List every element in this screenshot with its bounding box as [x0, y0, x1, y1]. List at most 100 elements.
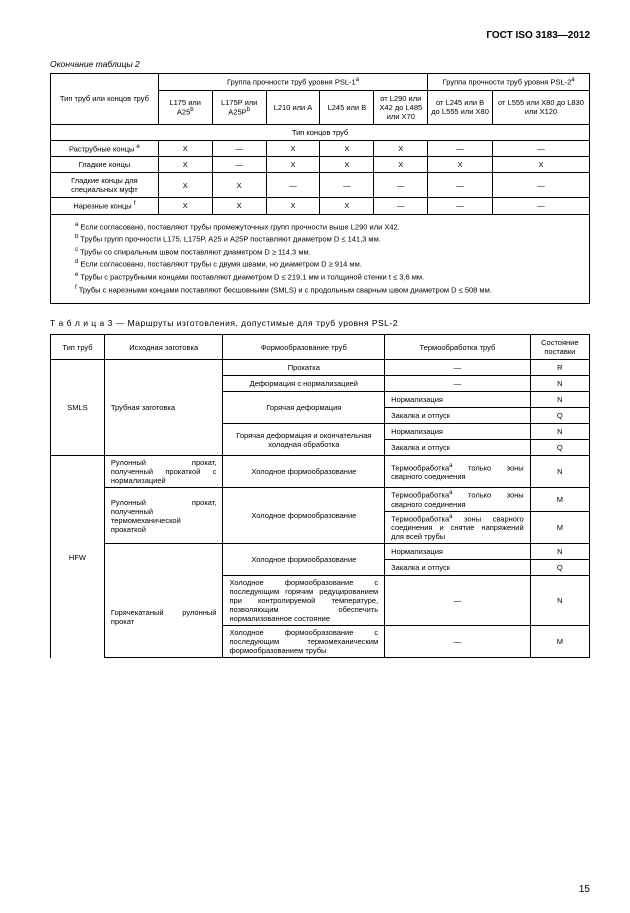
t2-row-label: Нарезные концы f	[51, 198, 159, 215]
t3-hfw-h3: Нормализация	[385, 544, 531, 560]
t3-hfw-b1: Рулонный прокат, полученный термомеханич…	[104, 488, 223, 544]
t2-cell: —	[374, 173, 428, 198]
t2-cell: —	[428, 173, 493, 198]
t2-cell: —	[320, 173, 374, 198]
t2-h-psl2: Группа прочности труб уровня PSL-2a	[428, 74, 590, 91]
t3-hfw-s2: M	[530, 511, 589, 544]
t3-hfw-s0: N	[530, 456, 589, 488]
t2-c4: L245 или B	[320, 90, 374, 124]
sup-b1: b	[190, 107, 193, 113]
t3-r2-f: Горячая деформация	[223, 392, 385, 424]
t3-hfw-s4: Q	[530, 560, 589, 576]
t3-r3-s: Q	[530, 408, 589, 424]
t3-r5-s: Q	[530, 440, 589, 456]
t2-cell: X	[266, 157, 320, 173]
t3-hfw-f5: Холодное формообразование с последующим …	[223, 576, 385, 626]
t3-hfw-h1: Термообработкаa только зоны сварного сое…	[385, 488, 531, 512]
t2-c3: L210 или A	[266, 90, 320, 124]
t2-cell: —	[492, 140, 589, 157]
t2-cell: X	[158, 140, 212, 157]
t3-r1-s: N	[530, 376, 589, 392]
t3-r2-s: N	[530, 392, 589, 408]
t2-cell: —	[212, 140, 266, 157]
t3-hfw-h2c: Термообработкаa зоны сварного соединения…	[385, 511, 531, 544]
t2-cell: X	[320, 157, 374, 173]
t3-h3: Термообработка труб	[385, 335, 531, 360]
t2-cell: X	[492, 157, 589, 173]
sup-a: a	[356, 77, 359, 83]
document-page: ГОСТ ISO 3183—2012 Окончание таблицы 2 Т…	[0, 0, 630, 913]
table-2: Тип труб или концов труб Группа прочност…	[50, 73, 590, 304]
t2-h-psl2-txt: Группа прочности труб уровня PSL-2	[443, 78, 572, 87]
t2-cell: —	[374, 198, 428, 215]
t3-smls-blank: Трубная заготовка	[104, 360, 223, 456]
t2-cell: X	[266, 140, 320, 157]
t2-cell: X	[374, 157, 428, 173]
t2-cell: —	[492, 173, 589, 198]
t3-r2-h: Нормализация	[385, 392, 531, 408]
t3-h2: Формообразование труб	[223, 335, 385, 360]
t3-hfw-h0: Термообработкаa только зоны сварного сое…	[385, 456, 531, 488]
t2-cell: X	[212, 198, 266, 215]
t3-hfw-s1: M	[530, 488, 589, 512]
t2-cell: —	[266, 173, 320, 198]
t2-c2t: L175P или A25P	[221, 98, 257, 117]
t3-r4-f: Горячая деформация и окончательная холод…	[223, 424, 385, 456]
t3-r3-h: Закалка и отпуск	[385, 408, 531, 424]
t3-hfw-s6: M	[530, 626, 589, 658]
t3-r0-h: —	[385, 360, 531, 376]
t2-cell: —	[428, 140, 493, 157]
t3-hfw-f0: Холодное формообразование	[223, 456, 385, 488]
t3-h4: Состояние поставки	[530, 335, 589, 360]
hfw-h0a: Термообработка	[391, 463, 449, 472]
t2-c1t: L175 или A25	[169, 98, 201, 117]
t2-cell: X	[428, 157, 493, 173]
t2-cell: X	[374, 140, 428, 157]
t2-notes: a Если согласовано, поставляют трубы про…	[51, 214, 590, 304]
t3-r1-h: —	[385, 376, 531, 392]
table2-caption: Окончание таблицы 2	[50, 59, 590, 69]
t3-hfw-h5: —	[385, 576, 531, 626]
t2-cell: X	[158, 173, 212, 198]
t2-h-psl1: Группа прочности труб уровня PSL-1a	[158, 74, 427, 91]
t2-row-label: Гладкие концы для специальных муфт	[51, 173, 159, 198]
t3-hfw-b5: Горячекатаный рулонный прокат	[104, 576, 223, 658]
t2-h-type: Тип труб или концов труб	[51, 74, 159, 125]
t3-r0-f: Прокатка	[223, 360, 385, 376]
t3-r5-h: Закалка и отпуск	[385, 440, 531, 456]
table3-title: Т а б л и ц а 3 — Маршруты изготовления,…	[50, 318, 590, 328]
t3-hfw-b0: Рулонный прокат, полученный прокаткой с …	[104, 456, 223, 488]
t2-row-label: Гладкие концы	[51, 157, 159, 173]
t2-cell: —	[212, 157, 266, 173]
table-3: Тип труб Исходная заготовка Формообразов…	[50, 334, 590, 658]
t3-hfw-f3: Холодное формообразование	[223, 544, 385, 576]
t2-c2: L175P или A25Pb	[212, 90, 266, 124]
doc-header: ГОСТ ISO 3183—2012	[50, 30, 590, 41]
t3-r4-s: N	[530, 424, 589, 440]
page-number: 15	[579, 884, 590, 895]
t3-hfw-b-empty	[104, 544, 223, 576]
t3-hfw-h6: —	[385, 626, 531, 658]
t2-row-label: Раструбные концы e	[51, 140, 159, 157]
t2-cell: —	[428, 198, 493, 215]
t2-cell: —	[492, 198, 589, 215]
t2-cell: X	[158, 157, 212, 173]
t3-smls: SMLS	[51, 360, 105, 456]
t3-hfw-f6: Холодное формообразование с последующим …	[223, 626, 385, 658]
t2-h-psl1-txt: Группа прочности труб уровня PSL-1	[227, 78, 356, 87]
t2-c7: от L555 или X80 до L830 или X120	[492, 90, 589, 124]
table3-title-2: — Маршруты изготовления, допустимые для …	[113, 318, 398, 328]
t3-hfw-f1: Холодное формообразование	[223, 488, 385, 544]
t2-c5: от L290 или X42 до L485 или X70	[374, 90, 428, 124]
t2-c1: L175 или A25b	[158, 90, 212, 124]
t3-h1: Исходная заготовка	[104, 335, 223, 360]
t2-section: Тип концов труб	[51, 124, 590, 140]
table3-title-1: Т а б л и ц а 3	[50, 318, 113, 328]
t2-c6: от L245 или B до L555 или X80	[428, 90, 493, 124]
t3-r4-h: Нормализация	[385, 424, 531, 440]
t2-cell: X	[320, 140, 374, 157]
t2-cell: X	[266, 198, 320, 215]
t3-hfw-h4: Закалка и отпуск	[385, 560, 531, 576]
hfw-h1a: Термообработка	[391, 491, 449, 500]
t3-hfw-s5: N	[530, 576, 589, 626]
